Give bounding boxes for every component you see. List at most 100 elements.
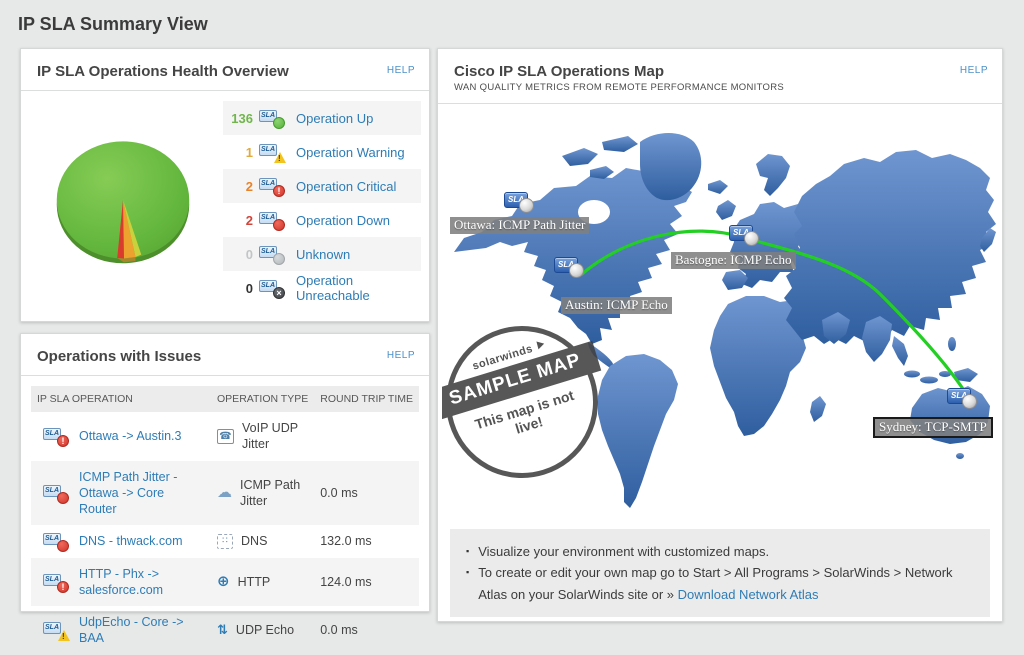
issues-title: Operations with Issues	[37, 348, 202, 365]
operation-link[interactable]: DNS - thwack.com	[79, 534, 183, 549]
column-header-operation: IP SLA OPERATION	[31, 386, 212, 412]
legend-link-up[interactable]: Operation Up	[296, 110, 374, 126]
issues-table: IP SLA OPERATION OPERATION TYPE ROUND TR…	[31, 386, 419, 655]
legend-link-warning[interactable]: Operation Warning	[296, 144, 405, 160]
operation-type: VoIP UDP Jitter	[242, 421, 298, 452]
pie-slice-warning	[123, 199, 142, 258]
pie-slice-up	[56, 141, 190, 259]
sla-connection-line	[580, 229, 972, 402]
legend-link-unreachable[interactable]: Operation Unreachable	[296, 273, 370, 303]
operation-type: ICMP Path Jitter	[240, 477, 301, 508]
status-critical-icon: !	[273, 185, 285, 197]
map-label-sydney[interactable]: Sydney: TCP-SMTP	[873, 417, 993, 438]
madagascar	[810, 396, 826, 422]
new-guinea	[954, 368, 978, 382]
operation-link[interactable]: UdpEcho - Core -> BAA	[79, 615, 184, 646]
health-help-link[interactable]: HELP	[386, 65, 415, 76]
page-title: IP SLA Summary View	[18, 14, 208, 34]
health-legend: 136 SLA Operation Up 1 SLA Operation War…	[223, 101, 421, 305]
udp-echo-icon: ⇅	[217, 622, 228, 638]
map-subtitle: WAN QUALITY METRICS FROM REMOTE PERFORMA…	[454, 82, 784, 93]
indonesia-island	[920, 376, 938, 384]
count-up: 136	[231, 110, 253, 126]
square-bullet-icon: ▪	[466, 567, 470, 578]
sla-critical-icon: SLA!	[43, 573, 69, 593]
operation-link[interactable]: HTTP - Phx -> salesforce.com	[79, 566, 164, 597]
status-up-icon	[273, 117, 285, 129]
india	[862, 316, 892, 362]
map-title: Cisco IP SLA Operations Map	[454, 63, 665, 80]
round-trip-time: 124.0 ms	[320, 574, 372, 589]
continent-asia	[784, 150, 996, 344]
legend-row-unreachable: 0 SLA × Operation Unreachable	[223, 271, 421, 305]
count-down: 2	[245, 212, 253, 228]
column-header-rtt: ROUND TRIP TIME	[314, 386, 419, 412]
status-critical-icon: !	[57, 435, 69, 448]
round-trip-time	[314, 412, 419, 461]
arctic-island	[562, 148, 598, 166]
count-critical: 2	[245, 178, 253, 194]
status-unreachable-icon: ×	[273, 287, 285, 299]
map-label-austin[interactable]: Austin: ICMP Echo	[561, 297, 672, 314]
operation-type: UDP Echo	[235, 623, 295, 638]
operation-link[interactable]: ICMP Path Jitter - Ottawa -> Core Router	[79, 469, 178, 517]
dns-icon: ∷	[217, 533, 234, 549]
continent-north-america	[454, 164, 692, 344]
round-trip-time: 0.0 ms	[320, 623, 358, 638]
arctic-island	[590, 166, 614, 179]
legend-row-up: 136 SLA Operation Up	[223, 101, 421, 135]
legend-link-unknown[interactable]: Unknown	[296, 246, 351, 262]
table-row: SLA UdpEcho - Core -> BAA ⇅ UDP Echo 0.0 m…	[31, 606, 419, 655]
pie-slice-side	[117, 257, 136, 263]
sla-down-icon: SLA	[43, 533, 69, 553]
legend-row-warning: 1 SLA Operation Warning	[223, 135, 421, 169]
status-down-icon	[57, 491, 69, 504]
legend-row-unknown: 0 SLA Unknown	[223, 237, 421, 271]
round-trip-time: 132.0 ms	[320, 534, 372, 549]
indonesia-island	[904, 370, 920, 378]
map-notes-box: ▪ Visualize your environment with custom…	[450, 529, 990, 618]
http-globe-icon: ⊕	[217, 572, 230, 591]
status-warning-icon	[274, 152, 286, 163]
map-label-bastogne[interactable]: Bastogne: ICMP Echo	[671, 252, 796, 269]
map-node-sydney[interactable]: SLA	[947, 388, 977, 409]
sla-critical-icon: SLA!	[43, 428, 69, 448]
japan	[980, 228, 996, 252]
pie-chart-svg	[56, 141, 190, 264]
count-unknown: 0	[245, 246, 253, 262]
note-item: ▪ Visualize your environment with custom…	[466, 541, 974, 562]
sla-critical-icon: SLA!	[259, 178, 285, 197]
legend-link-down[interactable]: Operation Down	[296, 212, 390, 228]
iceland	[708, 180, 728, 194]
continent-south-america	[598, 354, 678, 508]
status-down-icon	[57, 540, 69, 553]
map-header: Cisco IP SLA Operations Map WAN QUALITY …	[438, 49, 1002, 104]
united-kingdom	[716, 200, 736, 220]
map-label-ottawa[interactable]: Ottawa: ICMP Path Jitter	[450, 217, 590, 234]
sla-warning-icon: SLA	[43, 622, 70, 642]
map-help-link[interactable]: HELP	[959, 65, 988, 76]
count-unreachable: 0	[245, 280, 253, 296]
map-node-austin[interactable]: SLA	[554, 257, 584, 278]
operation-type: HTTP	[237, 574, 271, 589]
count-warning: 1	[245, 144, 253, 160]
issues-help-link[interactable]: HELP	[386, 350, 415, 361]
legend-link-critical[interactable]: Operation Critical	[296, 178, 397, 194]
sla-unreachable-icon: SLA ×	[259, 280, 285, 299]
map-node-ottawa[interactable]: SLA	[504, 192, 534, 213]
health-pie-chart	[27, 101, 223, 305]
map-node-bastogne[interactable]: SLA	[729, 225, 759, 246]
table-row: SLA DNS - thwack.com ∷ DNS 132.0 ms	[31, 525, 419, 557]
operation-link[interactable]: Ottawa -> Austin.3	[79, 429, 182, 444]
download-network-atlas-link[interactable]: Download Network Atlas	[677, 586, 819, 602]
continent-africa	[710, 296, 818, 436]
legend-row-critical: 2 SLA! Operation Critical	[223, 169, 421, 203]
status-critical-icon: !	[57, 580, 69, 593]
status-unknown-icon	[273, 253, 285, 265]
sla-down-icon: SLA	[259, 212, 285, 231]
note-item: ▪ To create or edit your own map go to S…	[466, 562, 974, 605]
sla-up-icon: SLA	[259, 110, 285, 129]
legend-row-down: 2 SLA Operation Down	[223, 203, 421, 237]
table-row: SLA! HTTP - Phx -> salesforce.com ⊕ HTTP 1…	[31, 557, 419, 606]
central-america	[588, 342, 617, 371]
